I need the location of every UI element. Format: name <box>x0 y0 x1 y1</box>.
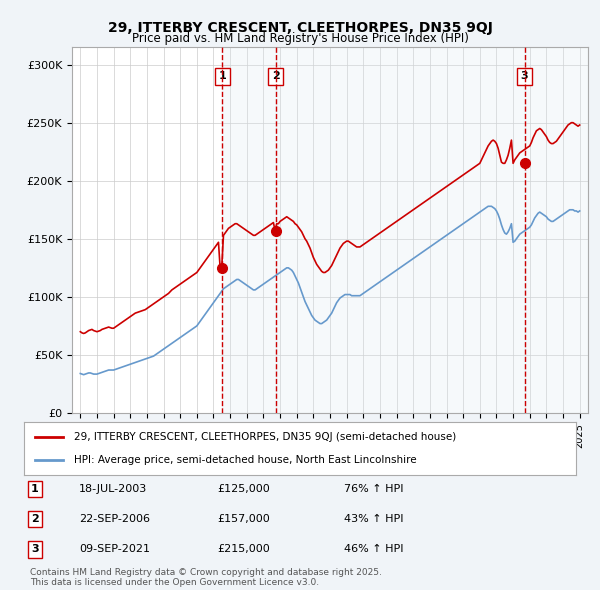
Text: 29, ITTERBY CRESCENT, CLEETHORPES, DN35 9QJ (semi-detached house): 29, ITTERBY CRESCENT, CLEETHORPES, DN35 … <box>74 432 456 442</box>
Text: 46% ↑ HPI: 46% ↑ HPI <box>344 544 404 554</box>
Text: HPI: Average price, semi-detached house, North East Lincolnshire: HPI: Average price, semi-detached house,… <box>74 455 416 465</box>
Text: 43% ↑ HPI: 43% ↑ HPI <box>344 514 404 524</box>
Text: 76% ↑ HPI: 76% ↑ HPI <box>344 484 404 494</box>
Text: Price paid vs. HM Land Registry's House Price Index (HPI): Price paid vs. HM Land Registry's House … <box>131 32 469 45</box>
Text: 1: 1 <box>218 71 226 81</box>
Text: 29, ITTERBY CRESCENT, CLEETHORPES, DN35 9QJ: 29, ITTERBY CRESCENT, CLEETHORPES, DN35 … <box>107 21 493 35</box>
Text: 18-JUL-2003: 18-JUL-2003 <box>79 484 148 494</box>
Text: 2: 2 <box>272 71 280 81</box>
Text: £215,000: £215,000 <box>217 544 270 554</box>
Text: 1: 1 <box>31 484 39 494</box>
Text: £125,000: £125,000 <box>217 484 270 494</box>
Text: 22-SEP-2006: 22-SEP-2006 <box>79 514 150 524</box>
Text: 3: 3 <box>521 71 529 81</box>
Text: 2: 2 <box>31 514 39 524</box>
Text: 09-SEP-2021: 09-SEP-2021 <box>79 544 150 554</box>
Text: 3: 3 <box>31 544 39 554</box>
Text: Contains HM Land Registry data © Crown copyright and database right 2025.
This d: Contains HM Land Registry data © Crown c… <box>30 568 382 587</box>
Text: £157,000: £157,000 <box>217 514 270 524</box>
Bar <box>223 47 275 413</box>
Bar <box>524 47 588 413</box>
Bar <box>275 47 524 413</box>
